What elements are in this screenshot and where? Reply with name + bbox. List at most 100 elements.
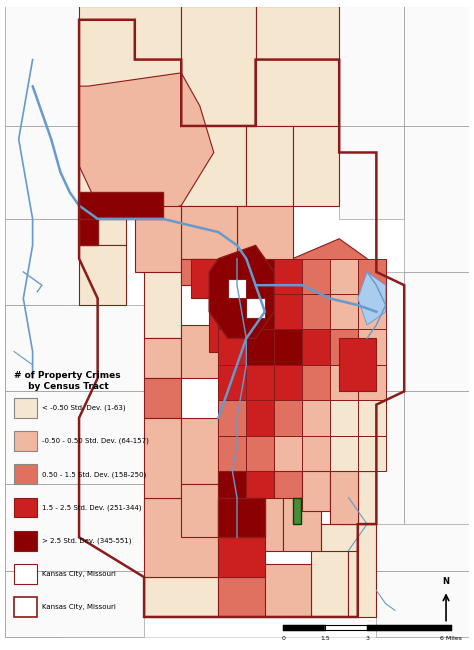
- Bar: [5, 571, 144, 637]
- Bar: [79, 245, 126, 305]
- Bar: [339, 126, 404, 219]
- Bar: [246, 471, 274, 497]
- Bar: [246, 294, 274, 330]
- Bar: [274, 259, 302, 294]
- Bar: [181, 6, 255, 126]
- Bar: [246, 400, 274, 436]
- Text: 0.50 - 1.5 Std. Dev. (158-250): 0.50 - 1.5 Std. Dev. (158-250): [42, 471, 146, 478]
- Bar: [14, 530, 37, 551]
- Bar: [219, 259, 246, 294]
- Bar: [376, 391, 469, 484]
- Bar: [144, 497, 181, 538]
- Bar: [293, 497, 301, 524]
- Bar: [228, 279, 246, 298]
- Polygon shape: [358, 272, 386, 325]
- Bar: [339, 471, 358, 524]
- Bar: [191, 259, 219, 298]
- Bar: [219, 330, 246, 365]
- Bar: [376, 272, 404, 391]
- Text: 1.5 - 2.5 Std. Dev. (251-344): 1.5 - 2.5 Std. Dev. (251-344): [42, 504, 141, 511]
- Bar: [302, 471, 330, 511]
- Bar: [219, 538, 265, 577]
- Bar: [274, 471, 302, 497]
- Bar: [14, 597, 37, 617]
- Bar: [358, 330, 386, 365]
- Bar: [5, 126, 79, 219]
- Polygon shape: [283, 239, 376, 352]
- Bar: [376, 484, 469, 571]
- Bar: [320, 524, 358, 551]
- Bar: [246, 126, 293, 205]
- Bar: [246, 330, 274, 365]
- Bar: [219, 294, 246, 330]
- Bar: [376, 571, 469, 637]
- Bar: [330, 330, 358, 365]
- Text: < -0.50 Std. Dev. (1-63): < -0.50 Std. Dev. (1-63): [42, 405, 126, 411]
- Bar: [209, 312, 246, 352]
- Bar: [246, 471, 283, 551]
- Bar: [274, 436, 302, 471]
- Bar: [358, 471, 376, 524]
- Text: Kansas City, Missouri: Kansas City, Missouri: [42, 571, 116, 577]
- Bar: [79, 192, 163, 219]
- Bar: [181, 418, 219, 484]
- Bar: [144, 378, 181, 418]
- Bar: [14, 431, 37, 451]
- Bar: [302, 400, 330, 436]
- Bar: [339, 431, 376, 471]
- Bar: [330, 400, 358, 436]
- Bar: [330, 436, 358, 471]
- Bar: [339, 338, 376, 391]
- Bar: [358, 400, 386, 436]
- Bar: [135, 205, 181, 272]
- Bar: [302, 330, 330, 365]
- Bar: [283, 471, 320, 551]
- Bar: [5, 571, 61, 637]
- Bar: [246, 436, 274, 471]
- Bar: [358, 436, 386, 471]
- Bar: [14, 497, 37, 517]
- Bar: [14, 564, 37, 584]
- Bar: [144, 577, 219, 617]
- Text: > 2.5 Std. Dev. (345-551): > 2.5 Std. Dev. (345-551): [42, 538, 131, 544]
- Bar: [79, 6, 181, 153]
- Bar: [302, 259, 330, 294]
- Bar: [5, 391, 61, 484]
- Bar: [348, 524, 376, 617]
- Bar: [302, 294, 330, 330]
- Bar: [358, 294, 386, 330]
- Bar: [311, 524, 348, 617]
- Bar: [274, 330, 302, 365]
- Bar: [181, 259, 228, 285]
- Bar: [246, 312, 274, 352]
- Text: N: N: [443, 577, 449, 586]
- Text: 0: 0: [282, 636, 285, 641]
- Bar: [339, 6, 404, 126]
- Bar: [302, 436, 330, 471]
- Bar: [237, 205, 293, 259]
- Bar: [274, 365, 302, 400]
- Text: Kansas City, Missouri: Kansas City, Missouri: [42, 604, 116, 610]
- Bar: [144, 259, 181, 338]
- Bar: [404, 126, 469, 272]
- Bar: [246, 259, 274, 294]
- Bar: [144, 497, 219, 577]
- Bar: [404, 272, 469, 391]
- Bar: [330, 471, 358, 524]
- Bar: [5, 305, 144, 391]
- Bar: [14, 398, 37, 418]
- Bar: [5, 484, 144, 571]
- Bar: [376, 391, 404, 524]
- Polygon shape: [79, 73, 214, 219]
- Bar: [358, 259, 386, 294]
- Bar: [144, 418, 181, 497]
- Bar: [255, 6, 339, 126]
- Bar: [274, 294, 302, 330]
- Text: 6 Miles: 6 Miles: [440, 636, 462, 641]
- Bar: [5, 484, 61, 571]
- Bar: [219, 471, 246, 497]
- Bar: [246, 365, 274, 400]
- Bar: [144, 338, 181, 378]
- Bar: [358, 365, 386, 400]
- Bar: [219, 365, 246, 400]
